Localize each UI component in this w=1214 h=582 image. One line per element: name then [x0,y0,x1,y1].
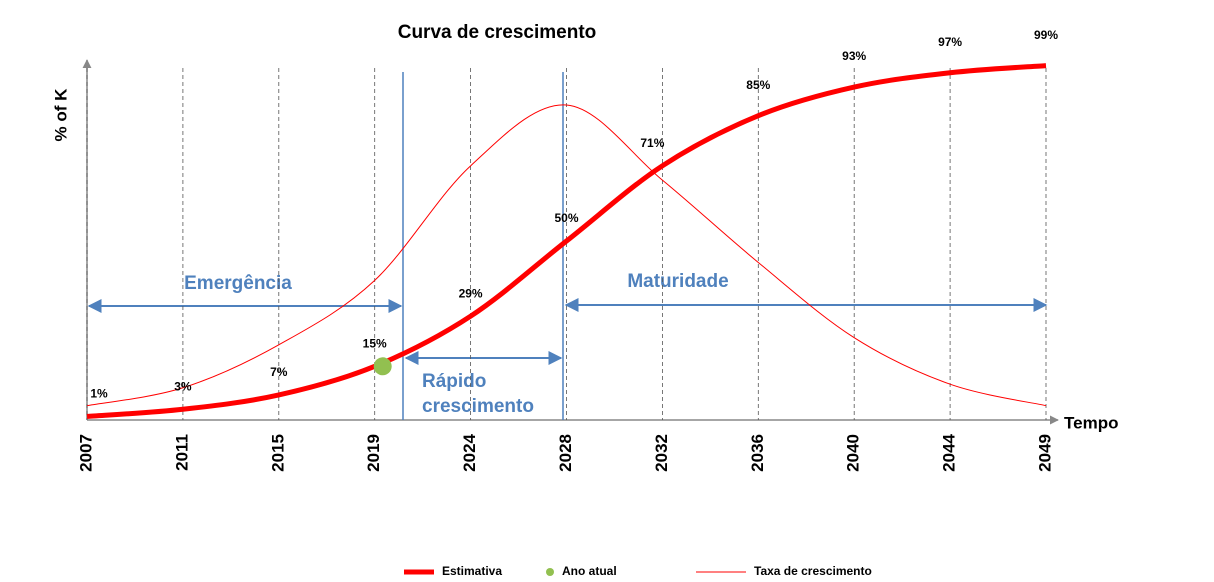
data-label: 93% [842,49,866,63]
data-label: 97% [938,35,962,49]
data-label: 29% [459,286,483,300]
x-tick-label: 2024 [460,433,479,471]
x-tick-label: 2040 [844,434,863,472]
annotation: Emergência [184,273,292,294]
current-year-marker [373,357,392,376]
x-tick-label: 2015 [268,434,287,472]
data-label: 1% [90,387,108,401]
x-tick-label: 2036 [748,434,767,472]
x-tick-label: 2028 [556,434,575,472]
x-tick-label: 2007 [76,434,95,472]
x-axis-label: Tempo [1064,413,1118,432]
data-label: 15% [363,336,387,350]
chart-title: Curva de crescimento [398,22,597,43]
legend-swatch [546,568,554,576]
annotation: Maturidade [627,271,728,292]
annotation: crescimento [422,396,534,417]
legend-label: Ano atual [562,564,617,578]
series-line [86,104,1047,407]
x-tick-label: 2011 [172,434,191,471]
x-tick-label: 2049 [1035,434,1054,472]
legend-label: Taxa de crescimento [754,564,872,578]
data-label: 71% [640,136,664,150]
legend-label: Estimativa [442,564,502,578]
legend: Estimativa Ano atual Taxa de crescimento [404,564,872,578]
y-axis-label: % of K [51,88,70,142]
annotation: Rápido [422,371,486,392]
data-label: 7% [270,365,288,379]
x-tick-label: 2032 [652,434,671,472]
data-label: 85% [746,78,770,92]
x-tick-label: 2044 [940,433,959,471]
series-line [86,63,1047,419]
data-label: 3% [174,379,192,393]
x-tick-label: 2019 [364,434,383,472]
data-label: 50% [554,211,578,225]
data-label: 99% [1034,28,1058,42]
